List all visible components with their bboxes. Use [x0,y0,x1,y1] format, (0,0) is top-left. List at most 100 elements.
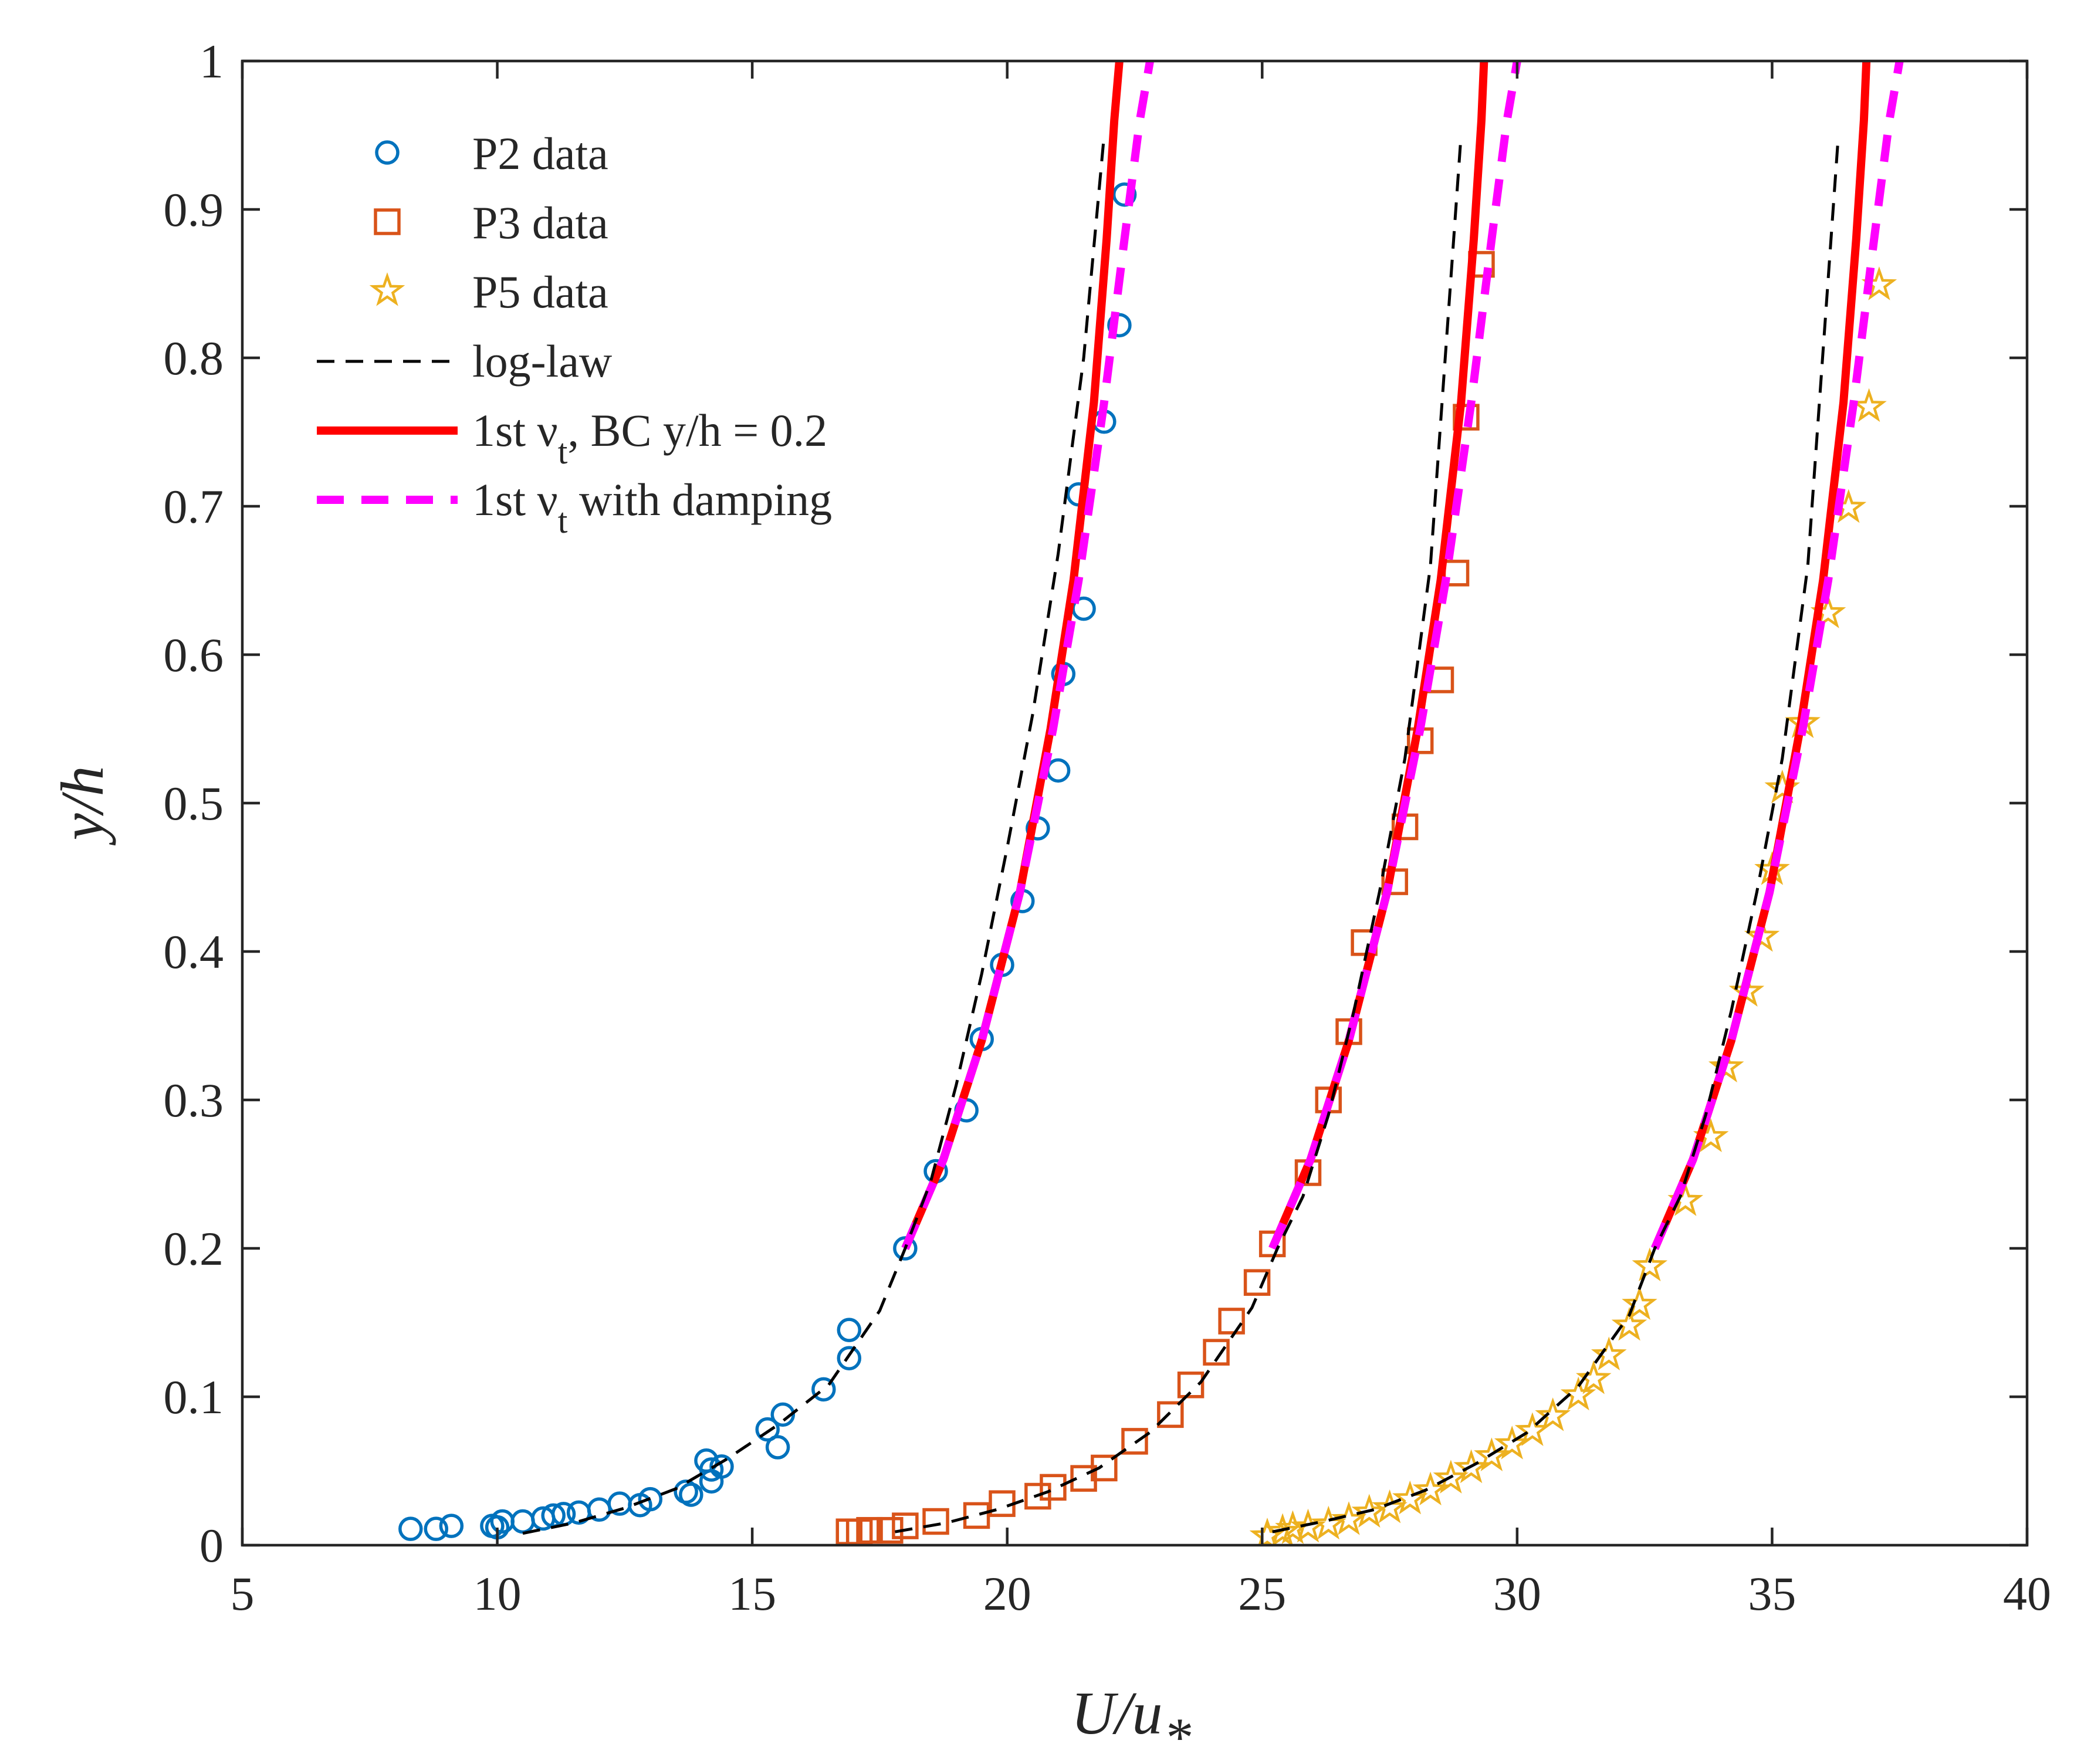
data-point-circle [811,1377,836,1402]
data-point-star [1433,1460,1469,1494]
data-point-star [1744,917,1780,952]
data-point-square [892,1512,919,1539]
x-tick-label: 10 [473,1567,522,1620]
data-point-square [1121,1428,1148,1455]
plot-area [398,61,1904,1545]
data-point-circle [424,1516,449,1541]
legend-entry-p3-data: P3 data [374,197,608,248]
data-point-circle [1112,182,1137,207]
data-point-star [1535,1397,1571,1431]
curve-1st-t-with-damping-1 [901,61,1154,1250]
series-1st-t-with-damping [901,61,1904,1250]
data-point-square [1091,1454,1118,1482]
data-point-circle [837,1318,862,1342]
y-tick-label: 1 [199,35,224,88]
data-point-circle [893,1236,918,1261]
x-tick-label: 20 [983,1567,1031,1620]
data-point-star [1264,1513,1301,1545]
data-point-circle [709,1454,734,1479]
x-tick-label: 5 [231,1567,255,1620]
y-tick-label: 0.9 [164,183,224,236]
legend-label: P3 data [472,197,608,248]
curve-1st-t-with-damping-3 [1651,61,1904,1250]
series-p2-data [398,182,1137,1541]
data-point-square [1203,1339,1230,1366]
data-point-circle [837,1346,862,1370]
legend-label: P5 data [472,266,608,317]
data-point-star [1474,1437,1510,1471]
legend-entry-p5-data: P5 data [369,266,608,317]
data-point-square [1040,1474,1067,1501]
data-point-star [1591,1336,1627,1370]
data-point-square [1258,1230,1286,1258]
curve-log-law-3 [1272,135,1840,1533]
legend-marker-star [369,272,405,306]
legend-label: P2 data [472,128,608,179]
y-tick-label: 0.3 [164,1074,224,1127]
legend-entry-log-law: log-law [317,336,612,387]
legend-label: 1st νt with damping [472,474,832,540]
data-point-star [1494,1426,1530,1460]
y-axis-label: y/h [49,766,116,845]
data-point-square [1453,404,1480,431]
data-point-circle [398,1516,423,1541]
x-tick-label: 40 [2003,1567,2051,1620]
series-log-law [522,135,1840,1535]
y-tick-label: 0.7 [164,480,224,533]
data-point-square [1177,1372,1205,1399]
data-point-square [1243,1269,1271,1296]
data-point-circle [1107,313,1132,338]
y-tick-label: 0.8 [164,331,224,385]
data-point-square [856,1516,883,1544]
data-point-square [922,1508,949,1535]
data-point-star [1560,1376,1596,1411]
data-point-star [1576,1360,1612,1394]
data-point-star [1372,1489,1408,1523]
legend-marker-square [374,208,401,235]
data-point-circle [439,1514,464,1538]
data-point-square [1218,1308,1245,1335]
data-point-circle [765,1435,790,1460]
data-point-circle [679,1482,703,1507]
curve-log-law-1 [522,135,1106,1535]
data-point-star [1392,1480,1428,1515]
data-point-star [1622,1286,1657,1320]
legend-label: log-law [472,336,612,387]
data-point-square [963,1502,990,1529]
x-axis-label: U/u* [1071,1680,1194,1761]
data-point-square [1157,1401,1184,1428]
y-tick-label: 0.4 [164,925,224,979]
x-tick-label: 35 [1748,1567,1796,1620]
curve-log-law-2 [895,135,1463,1533]
legend-entry-1st-t-with-damping: 1st νt with damping [317,474,832,540]
y-tick-label: 0.2 [164,1222,224,1275]
y-tick-label: 0.6 [164,628,224,682]
data-point-circle [699,1457,724,1482]
data-point-star [1331,1501,1367,1535]
legend: P2 data P3 data P5 data log-law 1st νt, BC y… [317,128,832,540]
y-tick-label: 0.1 [164,1370,224,1424]
curve-1st-t-with-damping-2 [1268,61,1521,1250]
y-tick-label: 0 [199,1519,224,1572]
x-tick-label: 25 [1238,1567,1286,1620]
x-tick-label: 15 [728,1567,776,1620]
axis-ticks: 5 10 15 20 25 30 35 40 0 0.1 0.2 0.3 0.4 0.5 0.6 0.7 0.8… [164,35,2052,1620]
data-point-star [1453,1449,1489,1484]
data-point-star [1611,1306,1647,1341]
legend-label: 1st νt, BC y/h = 0.2 [472,405,827,471]
data-point-star [1632,1247,1668,1282]
data-point-circle [755,1417,780,1442]
legend-marker-circle [375,140,400,165]
data-point-star [1851,388,1887,422]
data-point-star [1514,1412,1551,1446]
data-point-circle [638,1487,663,1512]
y-tick-label: 0.5 [164,777,224,830]
x-tick-label: 30 [1493,1567,1541,1620]
x-axis-label-subscript: * [1166,1707,1194,1761]
legend-entry-p2-data: P2 data [375,128,608,179]
data-point-star [1708,1048,1744,1083]
data-point-star [1412,1471,1449,1506]
